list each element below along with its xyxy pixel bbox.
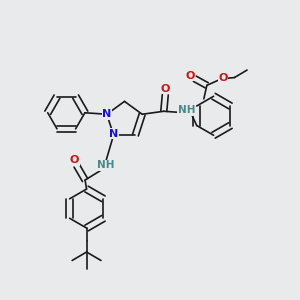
Text: NH: NH	[97, 160, 114, 170]
Text: O: O	[160, 84, 170, 94]
Text: O: O	[185, 71, 195, 81]
Text: NH: NH	[178, 105, 195, 116]
Text: O: O	[218, 73, 228, 82]
Text: O: O	[70, 155, 79, 165]
Text: N: N	[109, 128, 118, 139]
Text: N: N	[102, 109, 111, 119]
